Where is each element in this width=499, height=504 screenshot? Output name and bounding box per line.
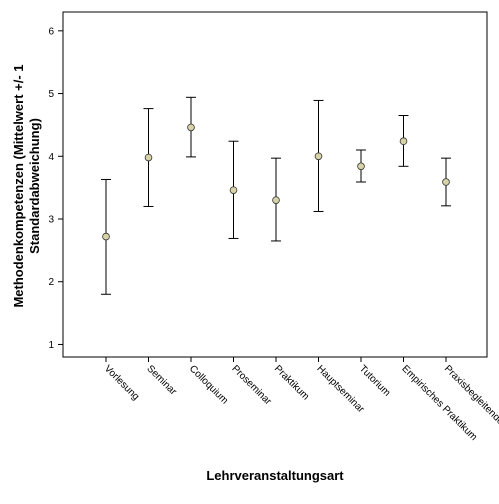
x-category-label: Colloquium	[187, 363, 230, 406]
x-axis: Vorlesung Seminar Colloquium ProseminarPrak…	[102, 357, 499, 460]
x-category-label: Vorlesung	[102, 363, 141, 402]
errorbar-group	[441, 157, 451, 207]
errorbar-group	[313, 99, 324, 212]
y-tick-label: 2	[48, 277, 54, 288]
x-category-label: Tutorium	[357, 363, 392, 398]
errorbar-group	[356, 149, 366, 183]
mean-point	[187, 123, 195, 132]
mean-point	[314, 152, 323, 161]
errorbar-group	[398, 115, 409, 167]
mean-point	[229, 186, 238, 194]
errorbar-group	[186, 96, 196, 158]
errorbar-group	[143, 108, 154, 207]
mean-point	[144, 153, 153, 162]
x-axis-title: Lehrveranstaltungsart	[206, 468, 344, 483]
x-category-label: Proseminar	[229, 363, 273, 407]
data-marks	[101, 96, 451, 295]
x-category-label: Praktikum	[272, 363, 311, 402]
y-axis-title-line-2: Standardabweichung)	[27, 118, 42, 254]
x-category-label: Seminar	[144, 363, 179, 398]
mean-point	[357, 162, 365, 171]
mean-point	[442, 178, 450, 186]
errorbar-group	[228, 140, 239, 239]
y-axis: 1 2 3 4 5 6	[48, 26, 63, 351]
y-tick-label: 6	[48, 26, 54, 37]
mean-point	[272, 196, 280, 204]
errorbar-group	[101, 178, 111, 295]
y-axis-title-line-1: Methodenkompetenzen (Mittelwert +/- 1	[11, 64, 26, 307]
y-tick-label: 4	[48, 152, 54, 163]
mean-point	[399, 137, 408, 146]
mean-point	[102, 232, 110, 241]
y-tick-label: 5	[48, 89, 54, 100]
x-category-label: Empirisches Praktikum	[399, 363, 479, 443]
plot-frame	[62, 11, 488, 358]
y-tick-label: 1	[48, 340, 54, 351]
errorbar-group	[271, 157, 281, 242]
y-tick-label: 3	[48, 215, 54, 226]
